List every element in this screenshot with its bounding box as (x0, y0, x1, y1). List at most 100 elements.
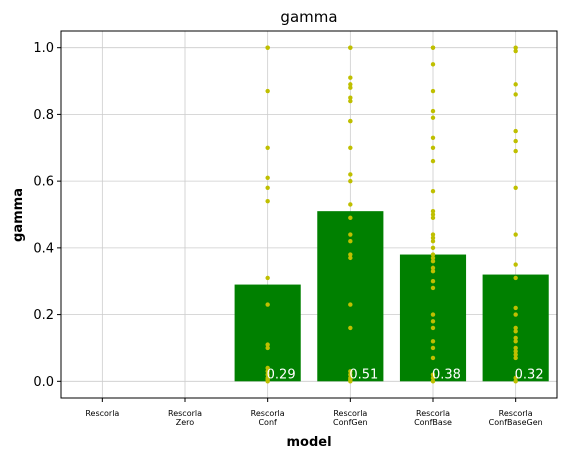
data-point (348, 85, 353, 90)
x-axis-label: model (286, 435, 331, 450)
data-point (265, 198, 270, 204)
data-point (265, 369, 270, 374)
bar-value-label: 0.32 (515, 367, 544, 382)
data-point (430, 252, 436, 257)
y-tick-label: 0.0 (33, 375, 54, 390)
y-axis-ticks: 0.0 0.2 0.4 0.6 0.8 1.0 (33, 41, 61, 390)
data-point (348, 302, 353, 307)
data-point (513, 325, 518, 331)
y-tick-label: 1.0 (33, 41, 54, 56)
data-point (513, 148, 518, 154)
bar-value-label: 0.29 (267, 367, 296, 382)
data-point (430, 45, 436, 50)
data-point (430, 279, 436, 284)
data-point (430, 188, 436, 194)
data-point (348, 202, 353, 207)
data-point (513, 339, 518, 344)
data-point (513, 82, 518, 87)
data-point (265, 175, 270, 180)
data-point (430, 255, 436, 261)
data-point (430, 115, 436, 120)
data-point (430, 88, 436, 94)
data-point (513, 185, 518, 191)
data-point (430, 108, 436, 114)
data-point (348, 252, 353, 257)
data-point (430, 375, 436, 381)
data-point (430, 259, 436, 264)
data-point (513, 305, 518, 311)
chart-title: gamma (280, 8, 337, 26)
data-point (513, 48, 518, 54)
data-point (513, 312, 518, 317)
data-point (430, 232, 436, 237)
bar (234, 284, 301, 382)
data-point (265, 185, 270, 191)
data-point (430, 235, 436, 241)
x-tick-label: Rescorla ConfGen (333, 409, 368, 427)
y-tick-label: 0.2 (33, 308, 54, 323)
data-point (430, 379, 436, 384)
data-point (265, 145, 270, 150)
data-point (265, 345, 270, 351)
data-point (348, 172, 353, 177)
x-tick-label: Rescorla (85, 409, 119, 418)
data-point (348, 98, 353, 104)
data-point (513, 375, 518, 381)
data-point (513, 128, 518, 134)
data-point (348, 82, 353, 87)
data-point (430, 245, 436, 251)
data-point (348, 255, 353, 261)
data-point (430, 312, 436, 317)
data-point (430, 158, 436, 164)
data-point (513, 262, 518, 267)
data-point (348, 95, 353, 100)
x-tick-label: Rescorla Conf (251, 409, 285, 427)
data-point (430, 319, 436, 324)
data-point (513, 379, 518, 384)
bar-value-labels: 0.29 0.51 0.38 0.32 (267, 367, 544, 382)
data-point (348, 178, 353, 184)
data-point (265, 372, 270, 377)
bar-value-label: 0.38 (432, 367, 461, 382)
data-point (513, 45, 518, 50)
data-point (430, 372, 436, 377)
data-point (348, 372, 353, 377)
data-point (430, 135, 436, 140)
y-tick-label: 0.6 (33, 175, 54, 190)
bar (399, 254, 467, 382)
data-point (348, 145, 353, 150)
data-point (430, 355, 436, 361)
data-point (430, 212, 436, 217)
y-tick-label: 0.4 (33, 241, 54, 256)
data-point (430, 285, 436, 291)
x-tick-label: Rescorla Zero (168, 409, 202, 427)
data-point (265, 365, 270, 371)
data-point (265, 275, 270, 281)
data-point (430, 325, 436, 331)
data-point (513, 352, 518, 357)
data-point (430, 215, 436, 221)
bar-value-label: 0.51 (349, 367, 378, 382)
data-point (430, 339, 436, 344)
data-point (513, 232, 518, 237)
plot-frame (60, 30, 558, 399)
data-point (513, 355, 518, 361)
data-point (430, 345, 436, 351)
data-point (513, 345, 518, 351)
bars (234, 211, 549, 382)
data-point (265, 45, 270, 50)
data-point (348, 369, 353, 374)
data-point (513, 335, 518, 341)
data-point (265, 342, 270, 347)
data-point (348, 215, 353, 221)
data-point (348, 325, 353, 331)
y-tick-label: 0.8 (33, 108, 54, 123)
data-point (348, 238, 353, 244)
data-point (430, 208, 436, 214)
y-axis-label: gamma (11, 188, 26, 242)
data-point (430, 265, 436, 271)
data-point (430, 145, 436, 150)
data-point (430, 269, 436, 274)
